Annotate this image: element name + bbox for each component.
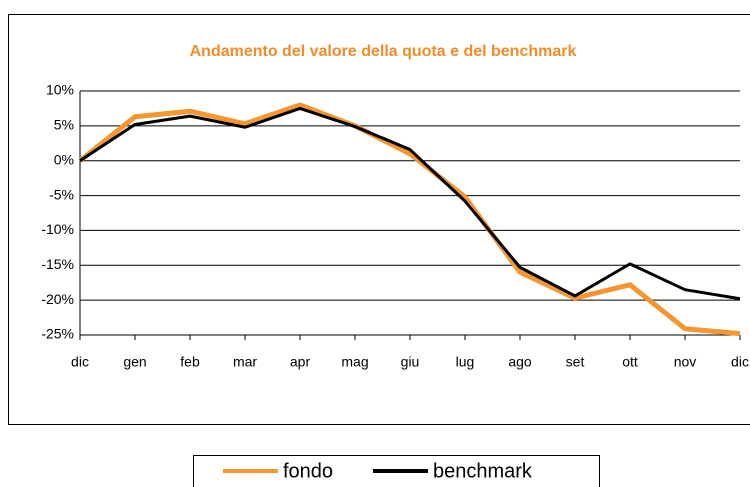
x-tick-label: lug [456,354,475,370]
x-tick-label: mar [233,354,257,370]
line-series [79,106,741,301]
x-tick-label: mag [341,354,368,370]
x-tick-label: feb [180,354,200,370]
y-tick-label: -25% [41,326,74,342]
x-tick-label: dic [71,354,89,370]
y-tick-label: -10% [41,221,74,237]
legend-label: benchmark [433,460,533,482]
x-tick-label: nov [674,354,697,370]
x-tick-label: apr [290,354,311,370]
x-tick-label: dic [731,354,749,370]
y-tick-label: -20% [41,291,74,307]
y-tick-label: 0% [54,151,74,167]
chart-border [8,14,750,425]
x-tick-label: gen [123,354,146,370]
x-tick-label: ago [508,354,532,370]
chart-title: Andamento del valore della quota e del b… [190,43,577,60]
x-tick-label: set [566,354,585,370]
y-tick-label: -15% [41,256,74,272]
legend-label: fondo [283,460,333,482]
line-series [78,102,741,337]
y-tick-label: 5% [54,117,74,133]
x-tick-label: giu [401,354,420,370]
y-tick-label: 10% [46,82,74,98]
x-tick-label: ott [622,354,638,370]
y-tick-label: -5% [49,186,74,202]
